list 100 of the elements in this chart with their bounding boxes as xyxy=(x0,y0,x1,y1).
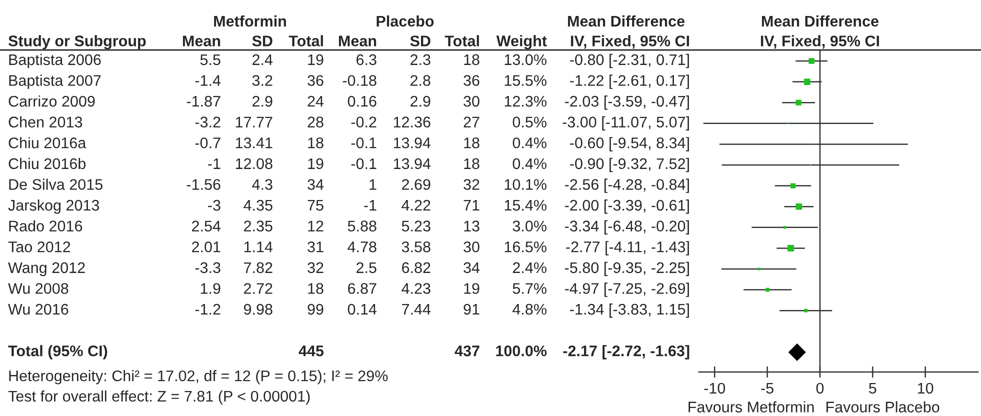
text: 2.3 xyxy=(410,54,430,66)
text: 34 xyxy=(308,179,324,190)
text: Mean xyxy=(182,36,220,46)
chart-subtitle: IV, Fixed, 95% CI xyxy=(760,35,879,49)
text: 3.58 xyxy=(402,241,430,252)
text: 0.16 xyxy=(348,96,376,107)
x-tick-label: -5 xyxy=(761,382,774,394)
text: SD xyxy=(410,36,430,46)
category-label: Chiu 2016a xyxy=(8,137,86,148)
text: -1 xyxy=(364,200,376,211)
text: -3 xyxy=(208,200,220,211)
text: 0.4% xyxy=(512,137,546,148)
text: 4.78 xyxy=(348,241,376,252)
text: -1.2 xyxy=(195,304,220,315)
text: 0.14 xyxy=(348,304,377,315)
text: Total xyxy=(444,35,479,46)
text: Mean Difference xyxy=(568,15,684,27)
text: 18 xyxy=(464,54,480,66)
text: Metformin xyxy=(214,15,286,27)
text: 12.08 xyxy=(236,158,272,170)
text: 18 xyxy=(464,137,480,148)
text: Study or Subgroup xyxy=(8,35,146,50)
text: 32 xyxy=(308,262,324,274)
text: Total xyxy=(288,35,323,46)
text: -1 xyxy=(208,158,220,169)
category-label: Chiu 2016b xyxy=(8,158,86,170)
data-label: -4.97 [-7.25, -2.69] xyxy=(565,282,689,297)
x-tick-label: -10 xyxy=(704,382,726,394)
text: 2.9 xyxy=(410,96,430,107)
data-label: -0.90 [-9.32, 7.52] xyxy=(570,158,689,172)
text: 2.9 xyxy=(252,96,272,107)
text: 17.77 xyxy=(236,116,272,128)
text: -0.2 xyxy=(351,116,376,128)
text: 99 xyxy=(308,304,324,315)
text: 3.2 xyxy=(252,75,272,86)
text: 32 xyxy=(464,179,480,190)
text: 2.01 xyxy=(192,241,220,252)
data-label: -0.80 [-2.31, 0.71] xyxy=(570,54,689,68)
text: 0.4% xyxy=(512,158,546,170)
category-label: Carrizo 2009 xyxy=(8,95,95,107)
text: 2.4 xyxy=(252,54,273,65)
category-label: Tao 2012 xyxy=(8,241,70,252)
chart-title: Mean Difference xyxy=(762,15,878,27)
text: 9.98 xyxy=(244,304,272,315)
text: 15.4% xyxy=(504,200,546,211)
data-label: -2.56 [-4.28, -0.84] xyxy=(565,178,689,193)
text: 2.5 xyxy=(356,262,376,274)
text: 4.3 xyxy=(252,179,272,190)
text: 12.36 xyxy=(394,116,430,128)
text: 445 xyxy=(298,346,324,356)
text: -3.2 xyxy=(195,116,220,128)
text: 18 xyxy=(308,137,324,148)
text: 30 xyxy=(464,96,480,107)
text: -0.1 xyxy=(351,158,376,170)
data-label: -3.34 [-6.48, -0.20] xyxy=(565,220,689,235)
text: 2.69 xyxy=(402,179,430,190)
category-label: Wu 2016 xyxy=(8,304,68,315)
text: Favours Placebo xyxy=(826,401,940,412)
category-label: Jarskog 2013 xyxy=(8,199,100,214)
text: 18 xyxy=(464,158,480,170)
text: 1.9 xyxy=(200,283,220,294)
data-label: -1.34 [-3.83, 1.15] xyxy=(570,303,689,318)
text: SD xyxy=(252,36,272,46)
text: 437 xyxy=(454,345,480,356)
x-tick-label: 0 xyxy=(816,382,824,394)
category-label: Baptista 2006 xyxy=(9,54,101,68)
data-label: -2.77 [-4.11, -1.43] xyxy=(566,241,689,256)
text: -0.7 xyxy=(195,137,220,148)
text: 4.23 xyxy=(402,283,430,294)
text: 71 xyxy=(464,200,480,211)
text: 6.3 xyxy=(356,54,376,66)
data-label: -2.00 [-3.39, -0.61] xyxy=(565,199,689,214)
x-tick-label: 5 xyxy=(869,382,876,394)
data-label: -5.80 [-9.35, -2.25] xyxy=(565,262,689,276)
category-label: Chen 2013 xyxy=(8,116,82,128)
text: 19 xyxy=(308,158,324,170)
text: 13.94 xyxy=(394,137,431,148)
text: 6.87 xyxy=(348,283,376,294)
text: Weight xyxy=(496,35,547,50)
text: 75 xyxy=(308,200,324,211)
text: 2.35 xyxy=(244,220,272,232)
text: 6.82 xyxy=(402,262,430,274)
text: 36 xyxy=(308,75,324,86)
text: 30 xyxy=(464,241,480,252)
text: -0.1 xyxy=(351,137,376,148)
category-label: Baptista 2007 xyxy=(9,74,101,89)
text: 13.94 xyxy=(394,158,431,170)
text: 15.5% xyxy=(504,75,546,86)
text: Placebo xyxy=(376,15,434,27)
text: 34 xyxy=(464,262,480,274)
text: 36 xyxy=(464,75,480,86)
text: 7.44 xyxy=(402,304,431,315)
text: 4.35 xyxy=(244,200,272,211)
text: 18 xyxy=(308,283,324,294)
text: 0.5% xyxy=(512,116,546,128)
text: 4.22 xyxy=(402,200,430,211)
text: 12 xyxy=(308,220,324,232)
category-label: Wu 2008 xyxy=(8,283,68,294)
data-label: -2.03 [-3.59, -0.47] xyxy=(565,95,689,110)
text: -1.56 xyxy=(186,179,220,190)
